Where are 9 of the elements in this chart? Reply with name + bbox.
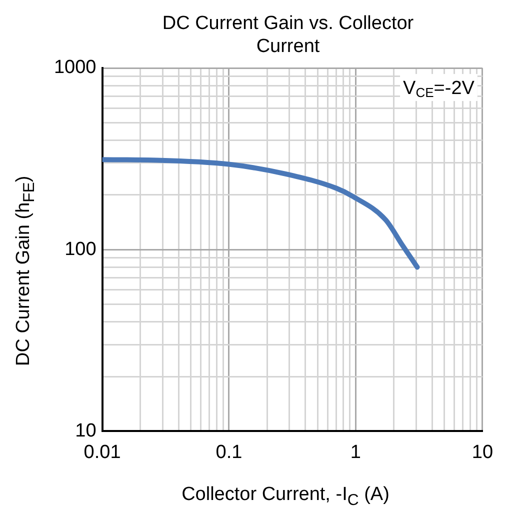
chart-title: DC Current Gain vs. Collector Current — [161, 12, 415, 58]
x-tick-label: 1 — [350, 442, 361, 463]
y-tick-label: 1000 — [54, 57, 96, 78]
x-axis-title: Collector Current, -I$_{C}$ (A) — [180, 484, 390, 510]
x-tick-label: 0.01 — [84, 442, 121, 463]
y-tick-label: 10 — [75, 420, 96, 442]
y-tick-label: 100 — [64, 238, 96, 260]
x-tick-label: 0.1 — [216, 442, 242, 463]
x-tick-label: 10 — [472, 442, 494, 463]
